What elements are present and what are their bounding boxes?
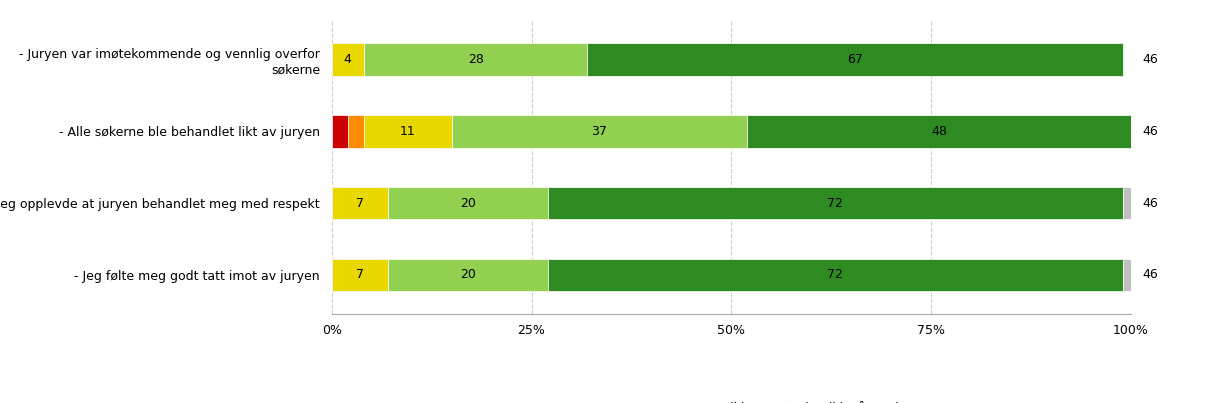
Bar [332, 259, 388, 291]
Bar [548, 187, 1123, 219]
Bar [452, 115, 747, 147]
Text: 46: 46 [1143, 268, 1159, 281]
Text: 72: 72 [827, 268, 843, 281]
Bar [587, 44, 1122, 76]
Text: 7: 7 [355, 268, 364, 281]
Bar [332, 44, 364, 76]
Bar [364, 44, 587, 76]
Text: 20: 20 [460, 268, 476, 281]
Text: 11: 11 [399, 125, 415, 138]
Text: 46: 46 [1143, 197, 1159, 210]
Legend: 1, 2, 3, 4, 5, Vet ikke, Ønsker ikke å uttale meg: 1, 2, 3, 4, 5, Vet ikke, Ønsker ikke å u… [520, 396, 943, 403]
Text: 46: 46 [1143, 125, 1159, 138]
Bar [548, 259, 1123, 291]
Text: 72: 72 [827, 197, 843, 210]
Bar [364, 115, 452, 147]
Bar [1122, 187, 1138, 219]
Bar [1131, 115, 1147, 147]
Text: 37: 37 [591, 125, 607, 138]
Text: 20: 20 [460, 197, 476, 210]
Bar [747, 115, 1131, 147]
Bar [1122, 259, 1138, 291]
Text: 7: 7 [355, 197, 364, 210]
Bar [332, 115, 348, 147]
Text: 4: 4 [344, 53, 351, 66]
Text: 67: 67 [847, 53, 863, 66]
Bar [388, 259, 548, 291]
Text: 46: 46 [1143, 53, 1159, 66]
Bar [348, 115, 364, 147]
Bar [332, 187, 388, 219]
Text: 48: 48 [932, 125, 946, 138]
Bar [388, 187, 548, 219]
Text: 28: 28 [468, 53, 483, 66]
